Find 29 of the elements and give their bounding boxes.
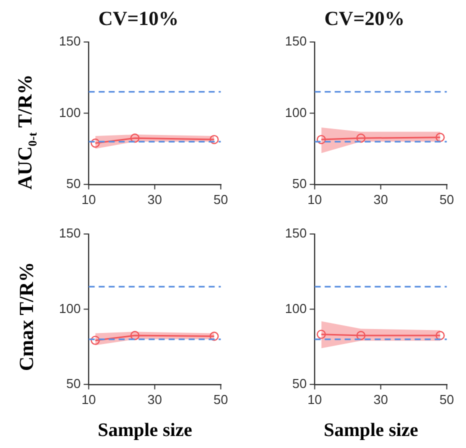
y-tick-label: 50 [292,176,307,191]
y-tick-label: 50 [66,376,81,391]
y-tick-label: 50 [66,176,81,191]
x-tick-label: 10 [81,392,96,407]
y-tick-label: 150 [284,34,307,49]
x-tick-label: 10 [307,192,322,207]
x-tick-label: 10 [81,192,96,207]
chart-title: CV=10% [98,8,179,30]
chart-title: CV=20% [324,8,405,30]
x-tick-label: 30 [373,192,388,207]
y-tick-label: 150 [58,34,81,49]
x-axis-title: Sample size [96,420,194,442]
y-tick-label: 150 [284,226,307,241]
y-tick-label: 100 [58,300,81,316]
y-tick-label: 100 [284,104,307,120]
y-tick-label: 50 [292,376,307,391]
x-tick-label: 50 [440,392,454,407]
x-tick-label: 30 [147,392,162,407]
y-tick-label: 100 [58,104,81,120]
x-tick-label: 30 [373,392,388,407]
x-tick-label: 30 [147,192,162,207]
x-axis-title: Sample size [322,420,420,442]
y-axis-title: Cmax T/R% [16,261,40,371]
x-tick-label: 50 [214,192,228,207]
x-tick-label: 50 [440,192,454,207]
x-tick-label: 50 [214,392,228,407]
y-tick-label: 150 [58,226,81,241]
y-tick-label: 100 [284,300,307,316]
x-tick-label: 10 [307,392,322,407]
